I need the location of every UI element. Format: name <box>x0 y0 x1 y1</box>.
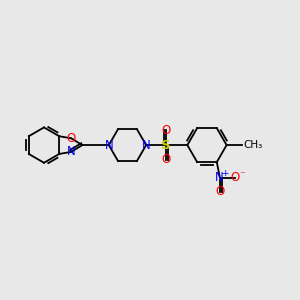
Text: N: N <box>215 171 224 184</box>
Text: N: N <box>67 146 76 158</box>
Text: O: O <box>161 124 170 137</box>
Text: O: O <box>161 153 170 166</box>
Text: ⁻: ⁻ <box>239 170 245 180</box>
Text: O: O <box>215 185 224 198</box>
Text: O: O <box>231 171 240 184</box>
Text: S: S <box>161 139 171 152</box>
Text: O: O <box>67 132 76 145</box>
Text: +: + <box>221 169 228 178</box>
Text: N: N <box>142 139 151 152</box>
Text: CH₃: CH₃ <box>243 140 262 150</box>
Text: N: N <box>104 139 113 152</box>
